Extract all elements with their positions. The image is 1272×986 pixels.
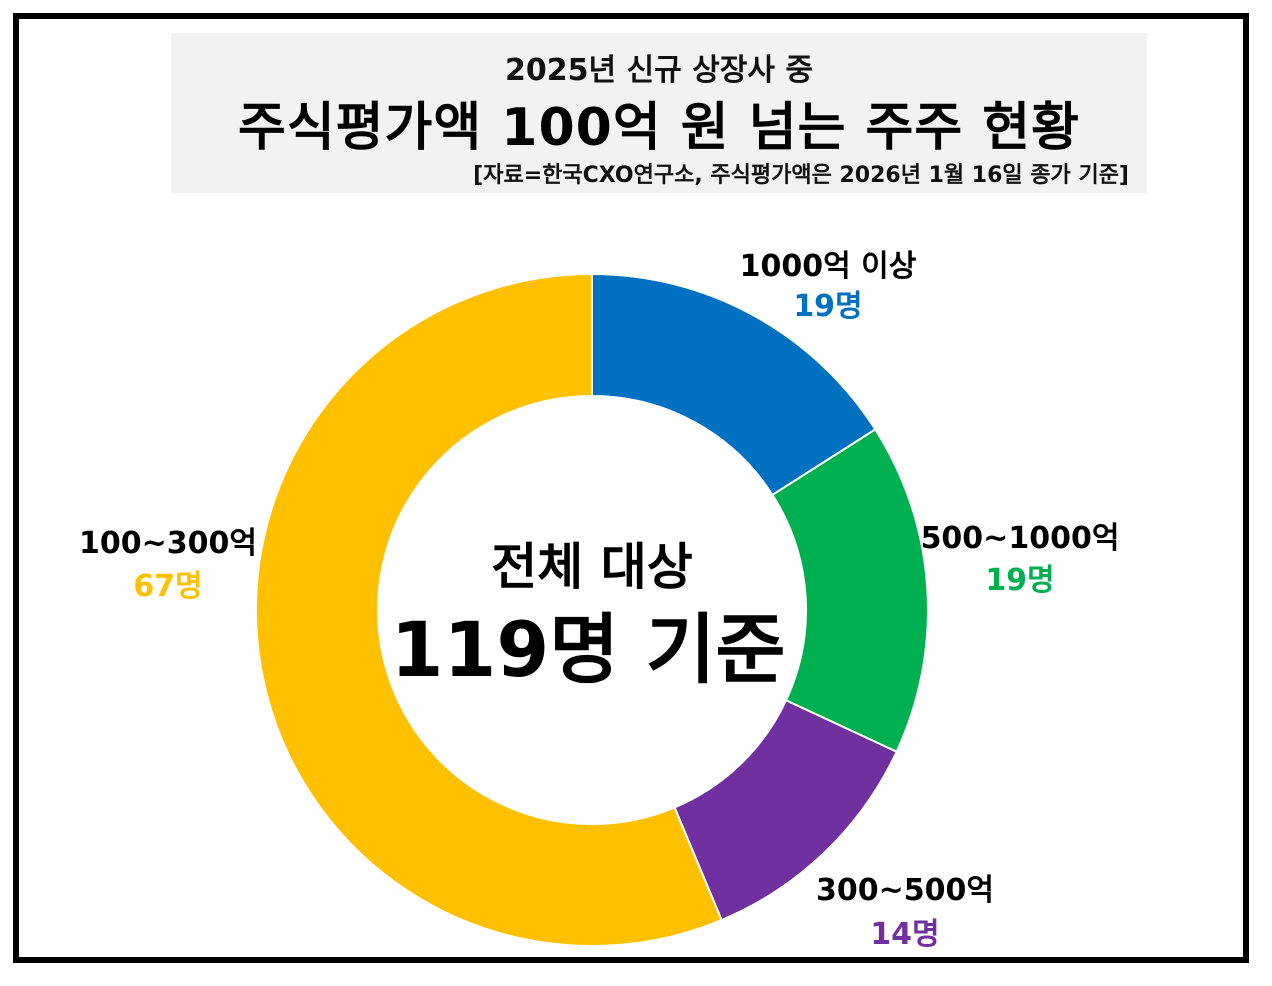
slice-label-300-500: 300~500억: [816, 873, 994, 908]
chart-title: 주식평가액 100억 원 넘는 주주 현황: [238, 98, 1080, 158]
center-caption: 전체 대상: [491, 538, 692, 596]
slice-value-100-300: 67명: [133, 569, 202, 604]
slice-label-500-1000: 500~1000억: [921, 521, 1120, 556]
center-total: 119명 기준: [391, 605, 786, 694]
donut-slices: [255, 272, 929, 947]
source-note: [자료=한국CXO연구소, 주식평가액은 2026년 1월 16일 종가 기준]: [473, 163, 1129, 188]
slice-value-300-500: 14명: [870, 917, 939, 952]
slice-value-1000-plus: 19명: [793, 289, 862, 324]
title-panel: 2025년 신규 상장사 중 주식평가액 100억 원 넘는 주주 현황 [자료…: [171, 33, 1147, 193]
slice-1000-plus: [591, 272, 877, 497]
slice-500-1000: [771, 427, 929, 754]
slice-value-500-1000: 19명: [985, 563, 1054, 598]
slice-100-300: [255, 272, 723, 947]
chart-subtitle: 2025년 신규 상장사 중: [504, 53, 814, 88]
slice-label-1000-plus: 1000억 이상: [740, 249, 917, 284]
slice-label-100-300: 100~300억: [79, 526, 257, 561]
